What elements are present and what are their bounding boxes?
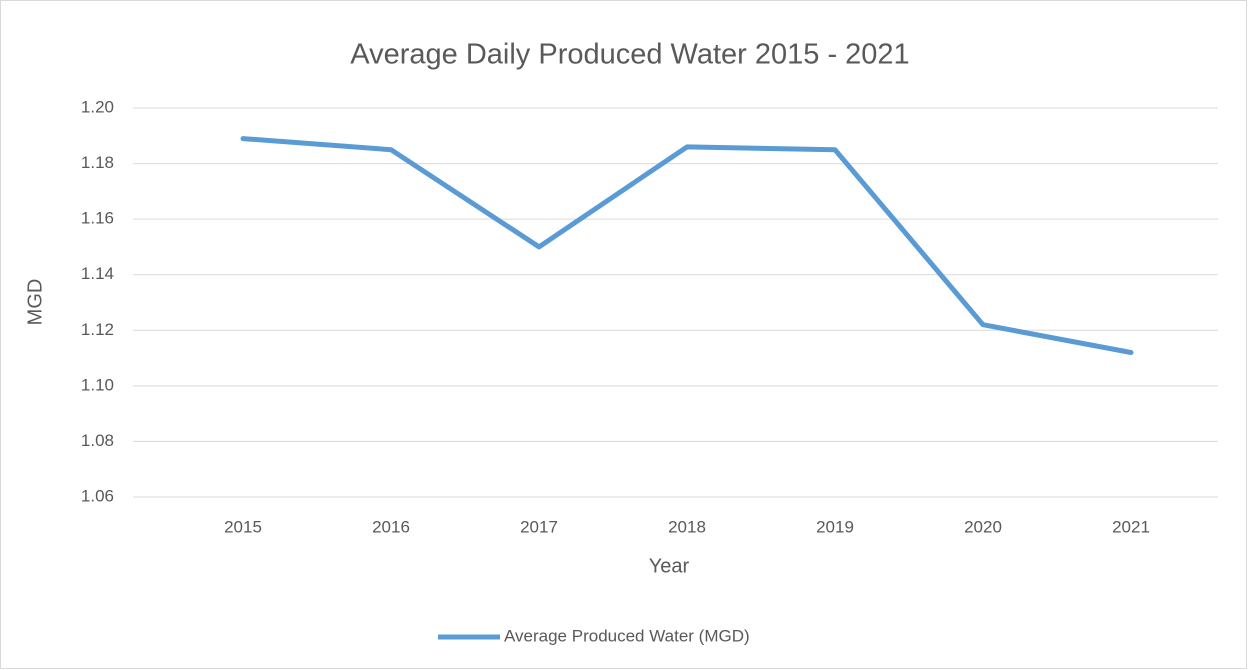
x-tick-label: 2016 [372, 517, 410, 536]
x-tick-label: 2021 [1112, 517, 1150, 536]
y-axis-label: MGD [24, 279, 46, 326]
y-tick-label: 1.20 [81, 97, 114, 116]
y-tick-label: 1.10 [81, 375, 114, 394]
x-tick-label: 2020 [964, 517, 1002, 536]
y-tick-label: 1.18 [81, 153, 114, 172]
y-tick-label: 1.06 [81, 486, 114, 505]
y-tick-label: 1.12 [81, 320, 114, 339]
x-tick-label: 2015 [224, 517, 262, 536]
chart-title: Average Daily Produced Water 2015 - 2021 [350, 39, 909, 71]
data-line [240, 136, 1134, 355]
x-tick-label: 2018 [668, 517, 706, 536]
y-tick-label: 1.14 [81, 264, 114, 283]
y-tick-label: 1.08 [81, 431, 114, 450]
y-tick-label: 1.16 [81, 209, 114, 228]
x-tick-label: 2019 [816, 517, 854, 536]
x-axis-label: Year [649, 555, 690, 577]
x-tick-label: 2017 [520, 517, 558, 536]
legend-label: Average Produced Water (MGD) [504, 626, 750, 645]
